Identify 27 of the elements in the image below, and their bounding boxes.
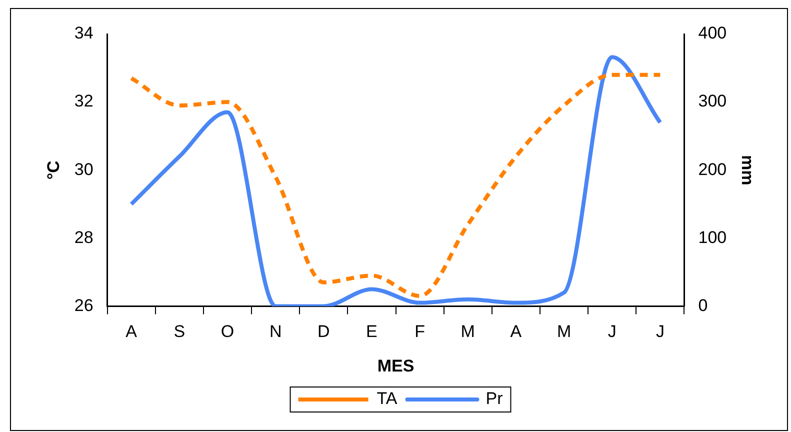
y2-tick-label: 300 (698, 92, 727, 111)
y2-axis-title: mm (738, 154, 758, 186)
x-tick-label: J (656, 322, 664, 342)
y-tick-label: 30 (74, 160, 94, 179)
x-tick-label: M (556, 322, 572, 342)
y-tick-label: 26 (74, 296, 94, 315)
y-axis-title: °C (44, 160, 63, 180)
y2-tick-label: 100 (698, 228, 727, 247)
y2-tick-label: 400 (698, 24, 727, 43)
y2-tick-label: 200 (698, 160, 727, 179)
x-tick-label: E (366, 322, 378, 342)
x-axis-title: MES (377, 356, 414, 376)
y-tick-label: 32 (74, 92, 94, 111)
x-tick-label: J (608, 322, 616, 342)
x-tick-label: A (510, 322, 522, 342)
x-tick-label: S (174, 322, 186, 342)
y2-tick-label: 0 (698, 296, 708, 315)
x-tick-label: F (414, 322, 426, 342)
legend-label: Pr (486, 389, 504, 408)
y-tick-label: 34 (74, 24, 94, 43)
x-tick-label: O (220, 322, 234, 342)
legend-label: TA (376, 389, 398, 408)
x-tick-label: N (269, 322, 282, 342)
x-tick-label: M (460, 322, 475, 342)
y-tick-label: 28 (74, 228, 94, 247)
x-tick-label: A (126, 322, 138, 342)
x-tick-label: D (318, 322, 330, 342)
